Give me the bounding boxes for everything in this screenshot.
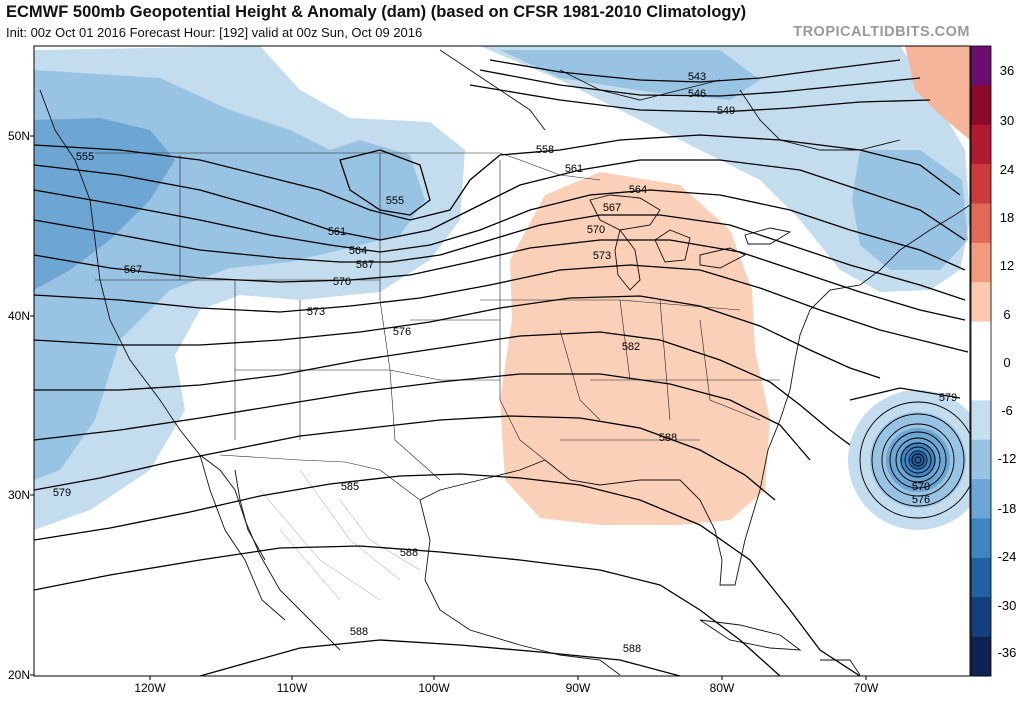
northeast-positive-anomaly (905, 46, 970, 140)
colorbar-segment (971, 400, 991, 441)
contour-label: 573 (593, 250, 611, 262)
map-frame (33, 45, 971, 677)
west-negative-anomaly-dark (34, 118, 175, 290)
colorbar-segment (971, 361, 991, 401)
lat-label: 20N (8, 668, 30, 682)
contour-label: 570 (587, 224, 605, 236)
colorbar-label: 18 (1000, 210, 1014, 225)
contour-label: 564 (349, 245, 367, 257)
colorbar-label: -18 (998, 501, 1017, 516)
colorbar-label: -30 (998, 598, 1017, 613)
colorbar-label: 12 (1000, 258, 1014, 273)
contour-label: 567 (356, 259, 374, 271)
contour-label: 588 (350, 626, 368, 638)
contour-label: 567 (603, 202, 621, 214)
colorbar-segment (971, 636, 991, 677)
lon-label: 80W (710, 681, 735, 695)
lat-label: 40N (8, 309, 30, 323)
colorbar-label: -6 (1001, 403, 1013, 418)
contour-label: 564 (629, 184, 647, 196)
longitude-labels: 120W 110W 100W 90W 80W 70W (134, 676, 879, 695)
contour-label: 561 (565, 163, 583, 175)
brand-watermark[interactable]: TROPICALTIDBITS.COM (793, 24, 970, 40)
contour-label: 555 (386, 195, 404, 207)
contour-label: 588 (659, 432, 677, 444)
colorbar-label: -24 (998, 549, 1017, 564)
contour-label: 579 (939, 392, 957, 404)
contour-label: 549 (717, 105, 735, 117)
colorbar-segment (971, 321, 991, 362)
colorbar-segment (971, 242, 991, 283)
contour-label: 567 (124, 264, 142, 276)
contour-label: 588 (623, 643, 641, 655)
lon-label: 70W (854, 681, 879, 695)
colorbar-label: 6 (1003, 307, 1010, 322)
colorbar-segment (971, 203, 991, 244)
colorbar-label: -12 (998, 451, 1017, 466)
lon-label: 110W (277, 681, 308, 695)
contour-label: 588 (400, 547, 418, 559)
colorbar-segment (971, 85, 991, 126)
colorbar-label: 30 (1000, 113, 1014, 128)
north-negative-anomaly-mid (500, 50, 760, 100)
contour-label: 570 (333, 276, 351, 288)
contour-label: 558 (536, 144, 554, 156)
colorbar-segment (971, 557, 991, 598)
page-title: ECMWF 500mb Geopotential Height & Anomal… (6, 3, 747, 21)
contour-label: 585 (341, 481, 359, 493)
colorbar-label: -36 (998, 645, 1017, 660)
colorbar-segment (971, 282, 991, 323)
colorbar-segment (971, 518, 991, 559)
contour-label: 543 (688, 71, 706, 83)
contour-label: 582 (622, 341, 640, 353)
central-positive-anomaly (500, 172, 770, 525)
colorbar-label: 0 (1003, 355, 1010, 370)
contour-label: 570 (912, 481, 930, 493)
lon-label: 120W (134, 681, 166, 695)
contour-label: 555 (76, 151, 94, 163)
northeast-negative-anomaly (480, 46, 970, 292)
contour-label: 546 (688, 88, 706, 100)
colorbar-label: 24 (1000, 162, 1014, 177)
lon-label: 100W (418, 681, 450, 695)
colorbar-label: 36 (1000, 63, 1014, 78)
contour-label: 576 (912, 494, 930, 506)
colorbar-segment (971, 124, 991, 165)
colorbar-frame (970, 45, 992, 677)
height-contours (34, 59, 969, 676)
contour-label: 561 (328, 226, 346, 238)
colorbar-segment (971, 46, 991, 86)
colorbar (970, 45, 992, 677)
colorbar-labels: 36 30 24 18 12 6 0 -6 -12 -18 -24 -30 -36 (998, 63, 1017, 660)
contour-label: 576 (393, 326, 411, 338)
forecast-subtitle: Init: 00z Oct 01 2016 Forecast Hour: [19… (6, 25, 423, 40)
colorbar-segment (971, 597, 991, 638)
lon-label: 90W (566, 681, 591, 695)
anomaly-shading (34, 46, 970, 530)
latitude-labels: 50N 40N 30N 20N (8, 129, 34, 682)
colorbar-segment (971, 479, 991, 519)
contour-label: 573 (307, 306, 325, 318)
colorbar-segment (971, 164, 991, 204)
colorbar-segment (971, 439, 991, 480)
lat-label: 50N (8, 129, 30, 143)
contour-label: 579 (53, 487, 71, 499)
lat-label: 30N (8, 488, 30, 502)
